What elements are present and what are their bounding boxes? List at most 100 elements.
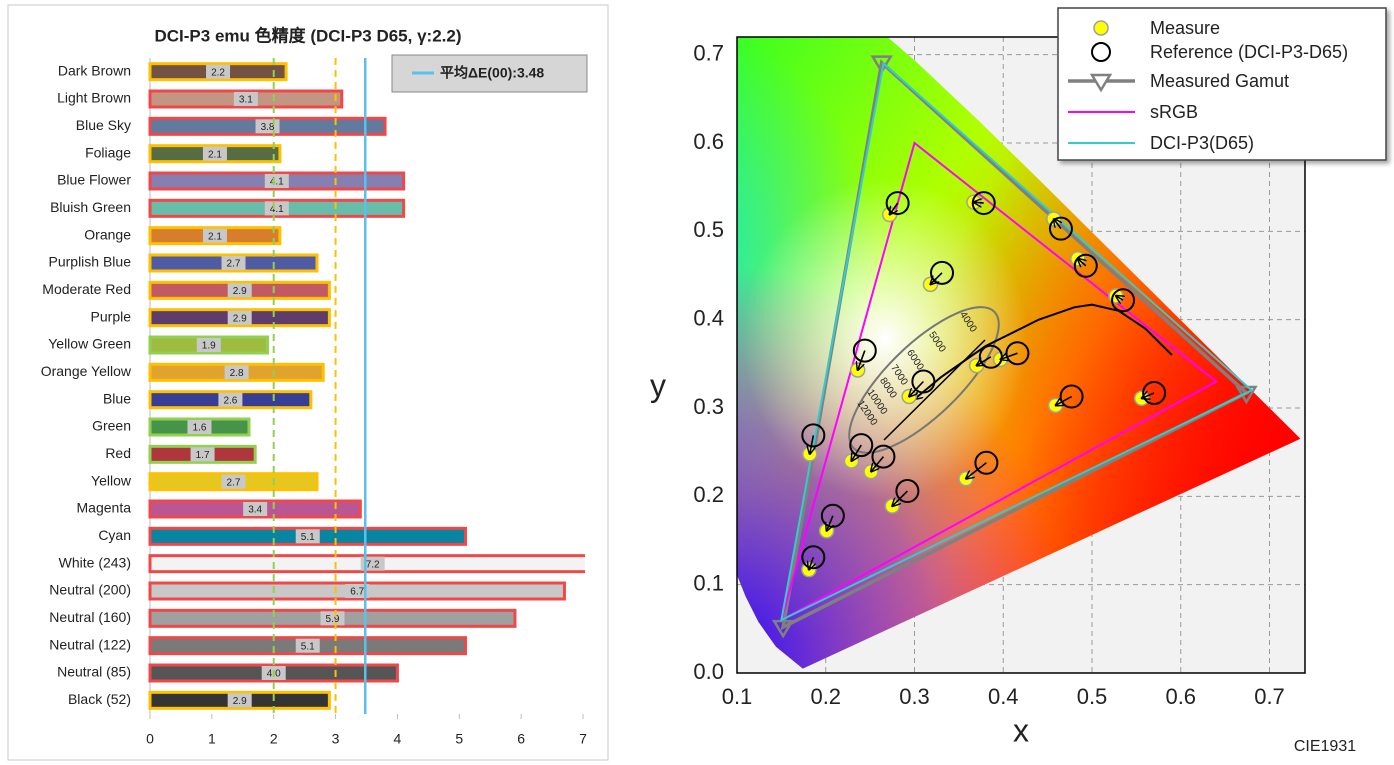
category-label: Neutral (85) bbox=[57, 664, 131, 680]
y-tick-label: 0.0 bbox=[693, 659, 724, 684]
category-label: Neutral (200) bbox=[49, 582, 131, 598]
category-label: Bluish Green bbox=[50, 199, 131, 215]
category-label: Green bbox=[92, 418, 131, 434]
category-label: Yellow bbox=[91, 472, 132, 488]
value-label-box bbox=[264, 201, 289, 216]
value-label-box bbox=[345, 584, 370, 598]
value-label-box bbox=[202, 228, 227, 243]
error-arrow bbox=[930, 272, 943, 284]
x-tick-label: 0.6 bbox=[1165, 684, 1196, 709]
value-label: 7.2 bbox=[366, 559, 380, 570]
value-label-box bbox=[227, 283, 252, 298]
error-arrow bbox=[1116, 296, 1123, 300]
y-tick-label: 0.5 bbox=[693, 217, 724, 242]
value-label: 2.9 bbox=[233, 286, 247, 297]
isotherm-axis bbox=[883, 339, 986, 441]
error-arrow bbox=[977, 356, 992, 366]
value-label-box bbox=[227, 310, 252, 325]
x-tick-label: 0.4 bbox=[988, 684, 1019, 709]
error-arrow bbox=[1142, 393, 1155, 398]
x-axis-label: x bbox=[1013, 712, 1029, 748]
y-tick-label: 0.7 bbox=[693, 40, 724, 65]
reference-point bbox=[1073, 253, 1098, 278]
value-label-box bbox=[190, 447, 215, 462]
error-arrow bbox=[1001, 353, 1018, 359]
legend-swatch bbox=[1089, 73, 1113, 93]
legend-label: Measured Gamut bbox=[1150, 71, 1289, 91]
x-tick-label: 1 bbox=[208, 731, 216, 747]
error-arrow bbox=[1054, 219, 1061, 230]
x-tick-label: 0.1 bbox=[722, 684, 753, 709]
value-label: 2.2 bbox=[211, 67, 225, 78]
error-arrow bbox=[966, 462, 987, 479]
spectral-locus bbox=[737, 37, 1301, 669]
cct-ellipse bbox=[848, 306, 1000, 454]
y-tick-label: 0.3 bbox=[693, 394, 724, 419]
category-label: Light Brown bbox=[57, 90, 131, 106]
value-label-box bbox=[224, 365, 249, 380]
chart-title: DCI-P3 emu 色精度 (DCI-P3 D65, γ:2.2) bbox=[154, 25, 461, 45]
category-label: Blue Sky bbox=[76, 117, 131, 133]
value-label: 2.8 bbox=[230, 368, 244, 379]
reference-point bbox=[895, 479, 920, 504]
bar-chart: 0 1 2 3 4 5 6 7 2.2 3.1 3.8 2.1 4.1 4.1 2.1 2.7 2.9 2.9 1.… bbox=[41, 54, 588, 747]
value-label-box bbox=[221, 256, 246, 270]
category-label: Neutral (160) bbox=[49, 609, 131, 625]
value-label: 5.1 bbox=[301, 641, 315, 652]
value-label: 2.7 bbox=[227, 477, 241, 488]
value-label: 2.1 bbox=[208, 231, 222, 242]
reference-point bbox=[871, 444, 896, 469]
error-arrow bbox=[1056, 395, 1072, 406]
error-arrow bbox=[858, 350, 866, 370]
value-label: 3.1 bbox=[239, 95, 253, 106]
gamut-fill bbox=[737, 37, 1301, 669]
reference-point bbox=[1059, 384, 1084, 409]
value-label-box bbox=[264, 174, 289, 188]
value-label-box bbox=[218, 392, 243, 407]
chromaticity-chart: 0.1 0.2 0.3 0.4 0.5 0.6 0.70.00.10.20.30.40.50… bbox=[650, 7, 1387, 755]
legend-swatch bbox=[1093, 20, 1109, 36]
value-label: 6.7 bbox=[350, 587, 364, 598]
value-label-box bbox=[360, 556, 385, 571]
x-tick-label: 2 bbox=[270, 731, 278, 747]
note: CIE1931 bbox=[1294, 738, 1356, 755]
value-label: 4.1 bbox=[270, 204, 284, 215]
legend-swatch bbox=[1091, 42, 1111, 62]
value-label: 2.9 bbox=[233, 313, 247, 324]
value-label-box bbox=[206, 64, 231, 79]
legend-label: Reference (DCI-P3-D65) bbox=[1150, 42, 1348, 62]
value-label: 1.9 bbox=[202, 341, 216, 352]
error-arrow bbox=[810, 435, 814, 454]
gamut-triangle bbox=[779, 141, 1219, 623]
category-label: Purple bbox=[91, 308, 132, 324]
error-arrow bbox=[890, 202, 899, 214]
y-tick-label: 0.2 bbox=[693, 482, 724, 507]
x-tick-label: 0.2 bbox=[810, 684, 841, 709]
x-tick-label: 0 bbox=[146, 731, 154, 747]
category-label: Black (52) bbox=[68, 691, 131, 707]
value-label: 5.9 bbox=[326, 614, 340, 625]
value-label-box bbox=[295, 529, 320, 544]
reference-point bbox=[1111, 288, 1136, 313]
value-label: 2.6 bbox=[223, 395, 237, 406]
y-tick-label: 0.4 bbox=[693, 305, 724, 330]
category-label: Blue bbox=[103, 390, 131, 406]
value-label-box bbox=[227, 693, 252, 708]
category-label: Moderate Red bbox=[42, 281, 131, 297]
category-label: Blue Flower bbox=[57, 172, 131, 188]
value-label: 1.7 bbox=[196, 450, 210, 461]
value-label: 4.1 bbox=[270, 177, 284, 188]
x-tick-label: 6 bbox=[517, 731, 525, 747]
value-label-box bbox=[202, 146, 227, 161]
legend-label: Measure bbox=[1150, 18, 1220, 38]
planckian-locus bbox=[915, 303, 1173, 400]
error-arrow bbox=[851, 444, 862, 461]
category-label: Red bbox=[105, 445, 131, 461]
error-arrow bbox=[909, 380, 924, 397]
value-labels: 2.2 3.1 3.8 2.1 4.1 4.1 2.1 2.7 2.9 2.9 1.9 2.8 2.6 1… bbox=[187, 64, 385, 708]
error-arrow bbox=[827, 515, 833, 531]
error-arrow bbox=[809, 557, 813, 569]
x-tick-label: 0.5 bbox=[1077, 684, 1108, 709]
value-label-box bbox=[196, 338, 221, 352]
